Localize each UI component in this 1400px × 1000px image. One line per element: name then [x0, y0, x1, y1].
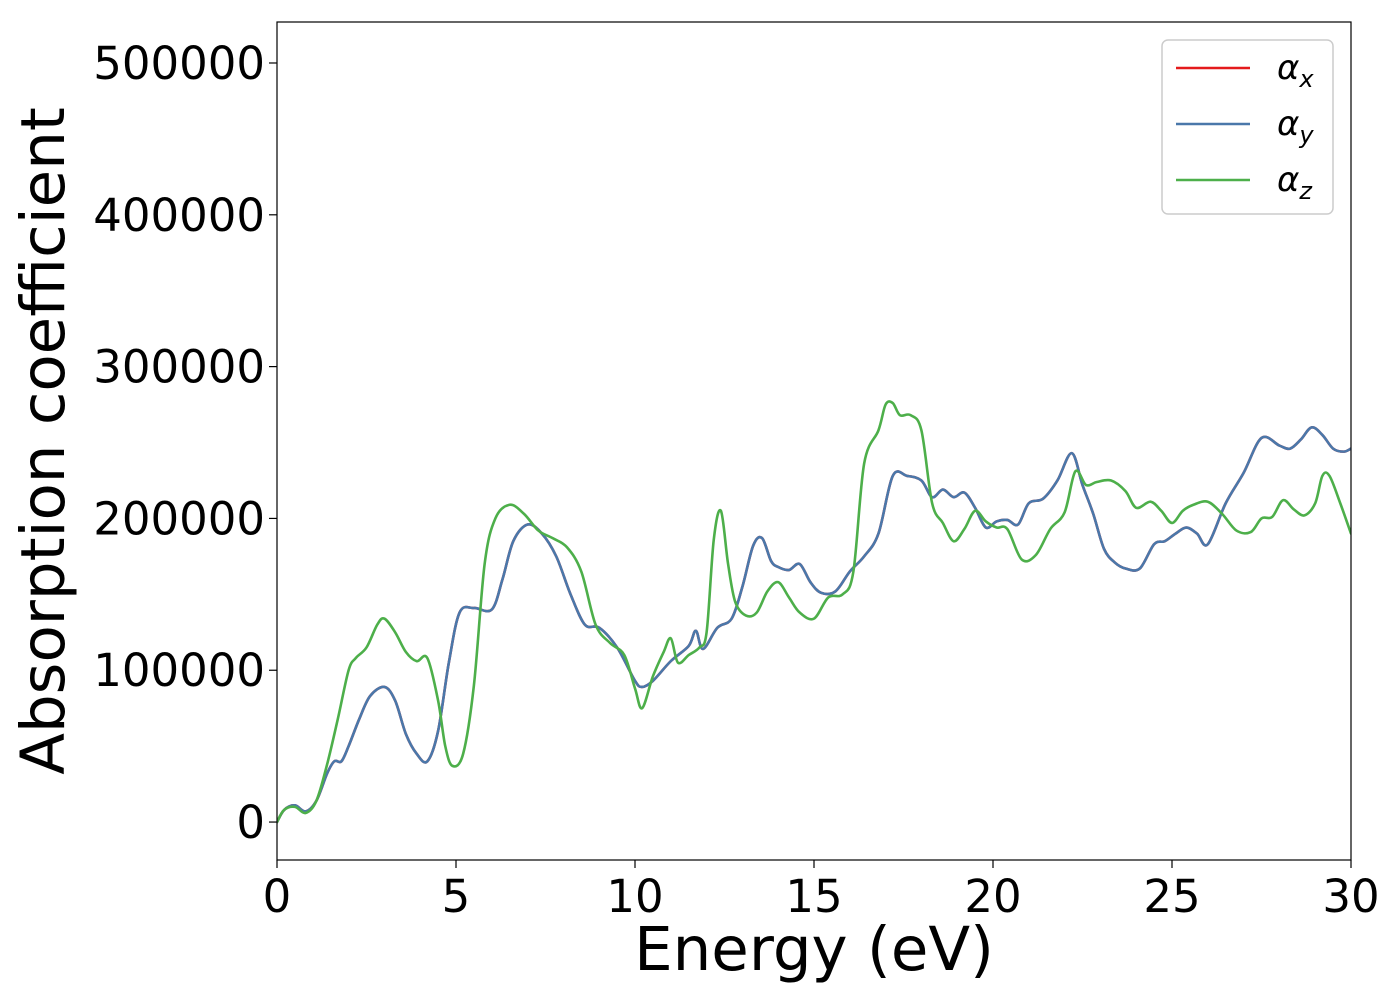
- series-layer: [277, 400, 1351, 824]
- y-tick-label: 200000: [93, 492, 265, 545]
- y-tick-label: 400000: [93, 189, 265, 242]
- x-tick-label: 20: [964, 870, 1021, 923]
- legend: αx αy αz: [1161, 39, 1334, 215]
- y-axis-ticks: 0 100000 200000 300000 400000 500000: [93, 37, 277, 849]
- x-tick-label: 0: [263, 870, 292, 923]
- x-tick-label: 5: [442, 870, 471, 923]
- y-tick-label: 500000: [93, 37, 265, 90]
- y-tick-label: 0: [236, 796, 265, 849]
- legend-label-z: αz: [1277, 160, 1313, 205]
- x-axis-ticks: 0 5 10 15 20 25 30: [263, 860, 1380, 923]
- x-tick-label: 15: [785, 870, 842, 923]
- x-tick-label: 30: [1322, 870, 1379, 923]
- y-tick-label: 100000: [93, 644, 265, 697]
- series-line-y: [277, 426, 1351, 824]
- x-axis-label: Energy (eV): [634, 914, 994, 985]
- series-line-z: [277, 400, 1351, 824]
- y-axis-label: Absorption coefficient: [8, 107, 79, 775]
- x-tick-label: 10: [606, 870, 663, 923]
- legend-box: [1161, 39, 1334, 215]
- legend-label-x: αx: [1277, 48, 1314, 93]
- legend-label-y: αy: [1277, 104, 1314, 149]
- y-tick-label: 300000: [93, 341, 265, 394]
- x-tick-label: 25: [1143, 870, 1200, 923]
